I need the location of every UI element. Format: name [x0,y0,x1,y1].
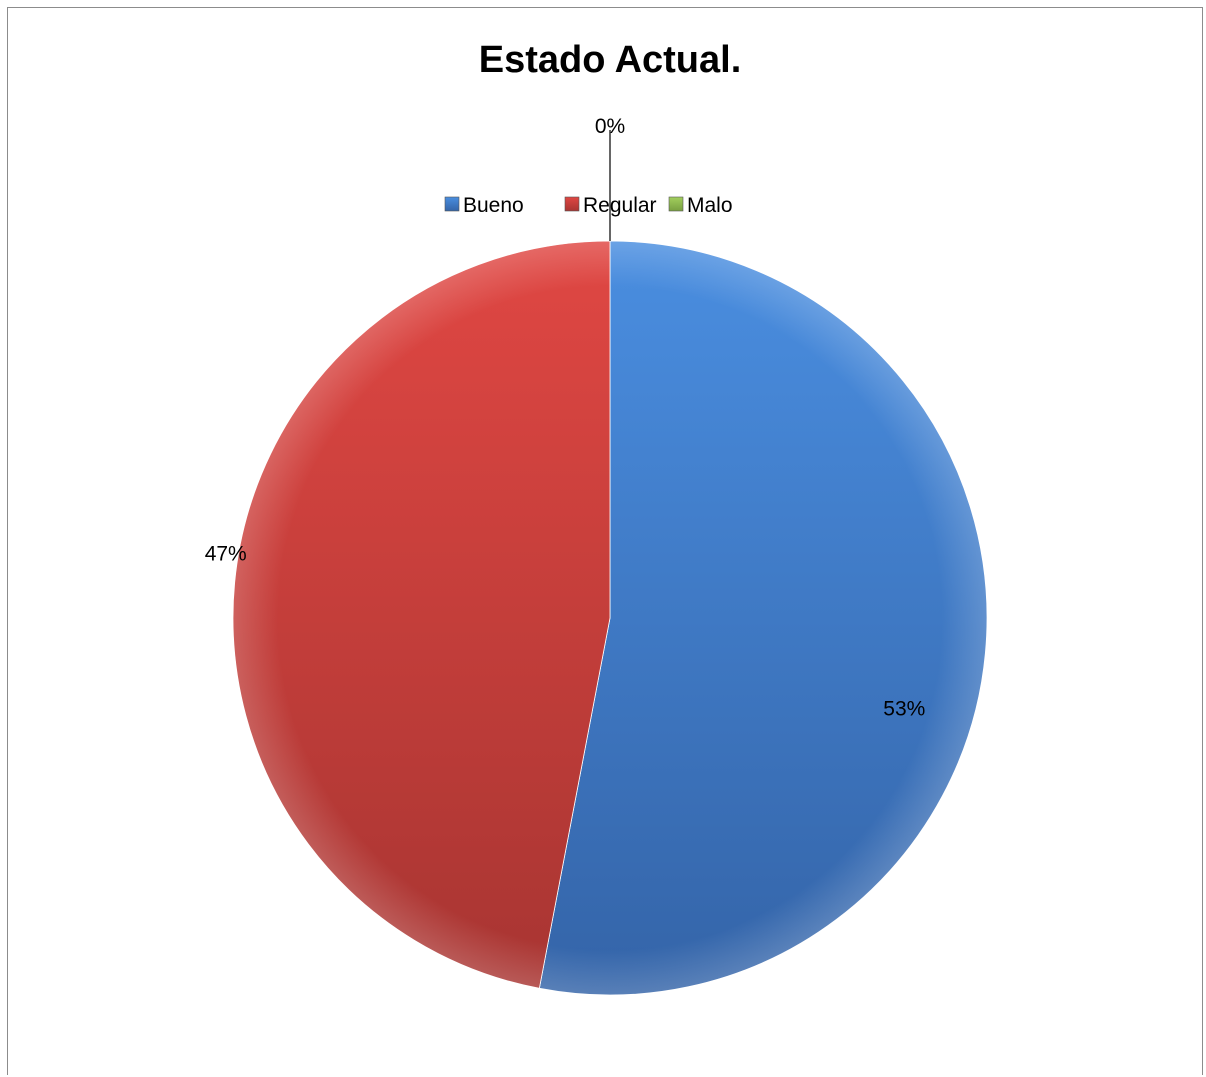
data-label-regular: 47% [205,542,247,565]
legend-item-bueno: Bueno [444,194,524,217]
chart-title: Estado Actual. [479,39,742,81]
pie-edge-highlight [233,241,987,995]
data-label-malo: 0% [595,115,625,138]
legend-label-malo: Malo [687,194,733,217]
data-labels: 53% 47% 0% [205,115,926,721]
legend-swatch-regular [564,196,580,212]
legend-swatch-bueno [444,196,460,212]
legend-label-bueno: Bueno [463,194,524,217]
legend-swatch-malo [668,196,684,212]
legend: Bueno Regular Malo [444,194,733,217]
legend-item-regular: Regular [564,194,657,217]
pie-slices [232,240,988,996]
legend-item-malo: Malo [668,194,733,217]
data-label-bueno: 53% [883,698,925,721]
legend-label-regular: Regular [583,194,657,217]
